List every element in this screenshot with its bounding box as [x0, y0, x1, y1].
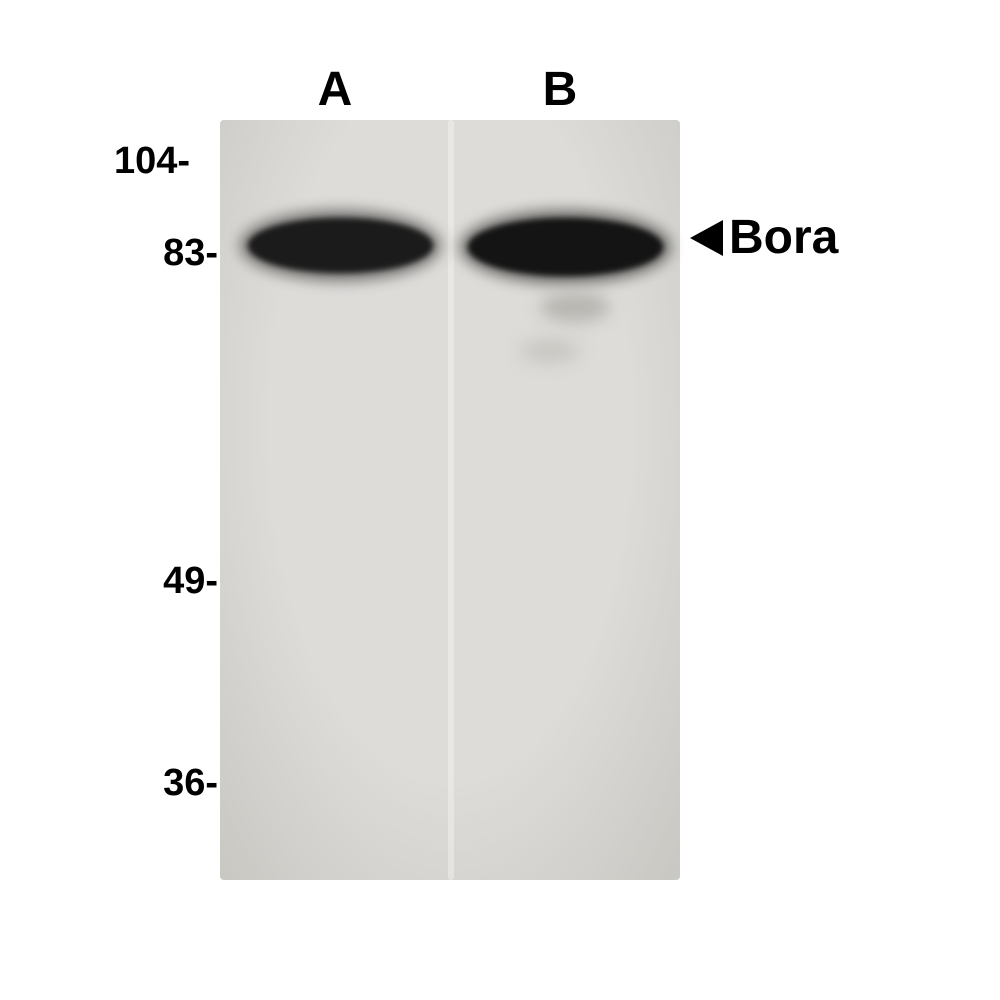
faint-band-b1: [540, 292, 610, 322]
lane-divider: [448, 120, 454, 880]
figure-canvas: A B 104- 83- 49- 36- Bora: [0, 0, 1000, 1000]
arrow-left-icon: [690, 220, 723, 256]
mw-marker-104: 104-: [100, 140, 190, 183]
mw-marker-49: 49-: [128, 560, 218, 603]
lane-label-b: B: [530, 62, 590, 117]
target-text: Bora: [729, 210, 838, 265]
mw-marker-36: 36-: [128, 762, 218, 805]
band-a: [248, 218, 433, 273]
lane-label-a: A: [305, 62, 365, 117]
target-label-bora: Bora: [690, 210, 838, 265]
band-b: [468, 218, 663, 276]
mw-marker-83: 83-: [128, 232, 218, 275]
faint-band-b2: [520, 340, 580, 362]
